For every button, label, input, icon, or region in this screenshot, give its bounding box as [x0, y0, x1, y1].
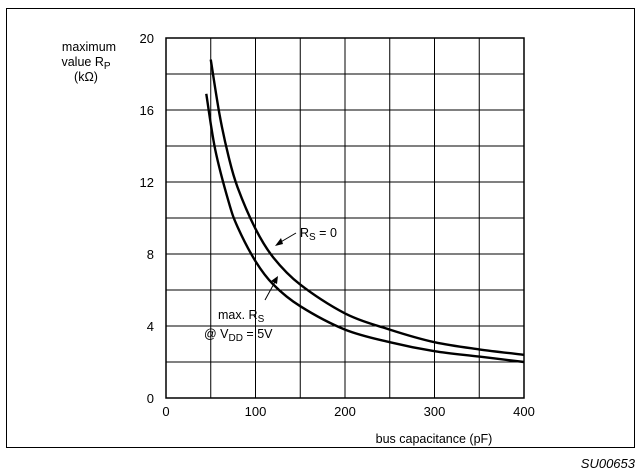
figure-frame — [6, 8, 635, 448]
y-tick-label: 20 — [140, 31, 154, 46]
annotation-arrowhead-rs0 — [275, 238, 283, 246]
axes — [165, 37, 525, 399]
series-line-2 — [205, 93, 525, 364]
x-tick-label: 0 — [162, 404, 169, 419]
annotation-maxrs-line-2: @ VDD = 5V — [204, 327, 273, 344]
curves — [205, 59, 525, 364]
series-line-1 — [209, 59, 525, 356]
y-tick-label: 0 — [147, 391, 154, 406]
y-axis-label-line-2: value RP — [61, 55, 110, 72]
grid — [166, 38, 524, 398]
y-axis-label-line-3: (kΩ) — [74, 70, 98, 84]
annotation-rs0: RS = 0 — [300, 226, 337, 243]
plot-border — [165, 37, 525, 399]
y-tick-label: 8 — [147, 247, 154, 262]
y-tick-label: 16 — [140, 103, 154, 118]
y-axis-label-line-1: maximum — [62, 40, 116, 54]
x-axis-label: bus capacitance (pF) — [376, 432, 493, 446]
y-tick-label: 12 — [140, 175, 154, 190]
annotation-maxrs-line-1: max. RS — [218, 308, 265, 325]
tick-labels: 0 100 200 300 400 0 4 8 12 16 20 — [140, 31, 535, 419]
annotation-arrowhead-maxrs — [271, 276, 278, 284]
x-tick-label: 200 — [334, 404, 356, 419]
figure-id: SU00653 — [580, 456, 635, 471]
x-tick-label: 100 — [245, 404, 267, 419]
x-tick-label: 300 — [424, 404, 446, 419]
y-tick-label: 4 — [147, 319, 154, 334]
annotation-arrow-maxrs — [264, 279, 277, 301]
x-tick-label: 400 — [513, 404, 535, 419]
